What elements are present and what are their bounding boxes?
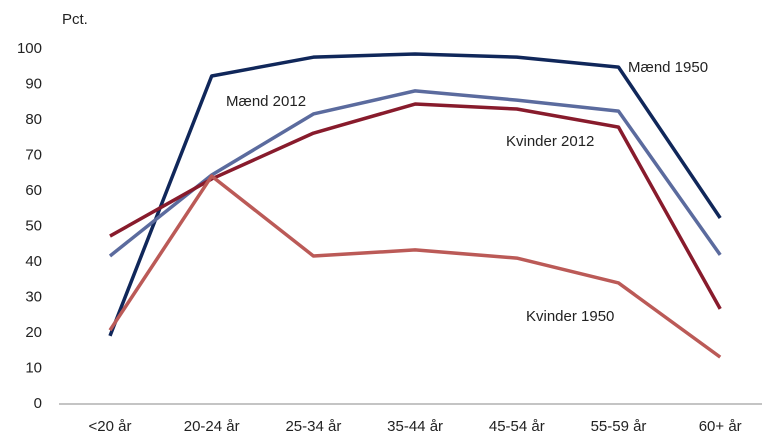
x-tick-label: 25-34 år	[285, 418, 341, 435]
series-line	[108, 89, 722, 258]
series-line	[109, 102, 722, 310]
y-tick-label: 10	[25, 359, 42, 376]
y-tick-label: 80	[25, 111, 42, 128]
y-tick-label: 100	[17, 40, 42, 57]
series-line	[108, 52, 722, 337]
series-label: Kvinder 1950	[526, 308, 614, 325]
y-tick-label: 0	[34, 395, 42, 412]
y-tick-label: 70	[25, 146, 42, 163]
series-label: Kvinder 2012	[506, 133, 594, 150]
series-line	[108, 174, 722, 359]
x-tick-label: 60+ år	[699, 418, 742, 435]
y-tick-label: 90	[25, 75, 42, 92]
y-tick-label: 50	[25, 217, 42, 234]
y-axis-label: Pct.	[62, 11, 88, 28]
y-tick-label: 20	[25, 324, 42, 341]
series-label: Mænd 1950	[628, 59, 708, 76]
y-tick-label: 40	[25, 253, 42, 270]
x-tick-label: <20 år	[89, 418, 132, 435]
x-tick-label: 20-24 år	[184, 418, 240, 435]
series-label: Mænd 2012	[226, 93, 306, 110]
y-tick-label: 60	[25, 182, 42, 199]
y-tick-label: 30	[25, 288, 42, 305]
x-tick-label: 35-44 år	[387, 418, 443, 435]
x-tick-label: 55-59 år	[591, 418, 647, 435]
x-tick-label: 45-54 år	[489, 418, 545, 435]
